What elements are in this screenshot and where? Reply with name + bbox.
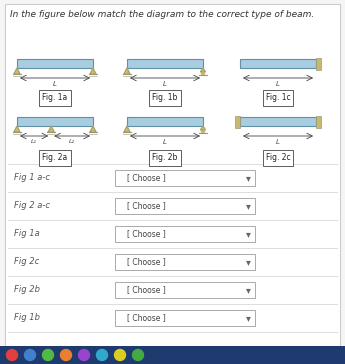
Bar bbox=[240, 59, 316, 68]
Text: ▾: ▾ bbox=[246, 285, 250, 295]
Polygon shape bbox=[48, 126, 54, 132]
Text: [ Choose ]: [ Choose ] bbox=[127, 313, 166, 323]
Bar bbox=[127, 59, 203, 68]
Text: [ Choose ]: [ Choose ] bbox=[127, 229, 166, 238]
Polygon shape bbox=[124, 126, 130, 132]
Text: Fig 1 a-c: Fig 1 a-c bbox=[14, 174, 50, 182]
Circle shape bbox=[201, 72, 205, 75]
Circle shape bbox=[7, 349, 18, 360]
Text: [ Choose ]: [ Choose ] bbox=[127, 257, 166, 266]
Polygon shape bbox=[124, 68, 130, 74]
Text: L₁: L₁ bbox=[31, 139, 37, 144]
Text: L: L bbox=[53, 81, 57, 87]
Text: Fig. 2c: Fig. 2c bbox=[266, 154, 290, 162]
Polygon shape bbox=[90, 126, 96, 132]
Bar bbox=[115, 198, 255, 214]
Text: Fig. 2a: Fig. 2a bbox=[42, 154, 68, 162]
Bar bbox=[127, 117, 203, 126]
Bar bbox=[316, 58, 321, 70]
Polygon shape bbox=[14, 68, 20, 74]
Text: L₂: L₂ bbox=[69, 139, 75, 144]
Circle shape bbox=[132, 349, 144, 360]
Bar bbox=[17, 59, 93, 68]
Text: Fig. 1c: Fig. 1c bbox=[266, 94, 290, 103]
Bar bbox=[115, 282, 255, 298]
Text: ▾: ▾ bbox=[246, 229, 250, 239]
Polygon shape bbox=[14, 126, 20, 132]
Text: ▾: ▾ bbox=[246, 173, 250, 183]
Bar bbox=[115, 310, 255, 326]
Text: [ Choose ]: [ Choose ] bbox=[127, 202, 166, 210]
Text: ▾: ▾ bbox=[246, 257, 250, 267]
Bar bbox=[0, 346, 345, 364]
Circle shape bbox=[60, 349, 71, 360]
Circle shape bbox=[115, 349, 126, 360]
Polygon shape bbox=[90, 68, 96, 74]
Text: Fig. 1a: Fig. 1a bbox=[42, 94, 68, 103]
Circle shape bbox=[79, 349, 89, 360]
Text: ▾: ▾ bbox=[246, 201, 250, 211]
Text: L: L bbox=[163, 139, 167, 145]
Text: Fig 1a: Fig 1a bbox=[14, 229, 40, 238]
Text: L: L bbox=[276, 139, 280, 145]
Text: In the figure below match the diagram to the correct type of beam.: In the figure below match the diagram to… bbox=[10, 10, 314, 19]
Text: Fig. 2b: Fig. 2b bbox=[152, 154, 178, 162]
Circle shape bbox=[42, 349, 53, 360]
Text: Fig 2c: Fig 2c bbox=[14, 257, 39, 266]
Text: L: L bbox=[276, 81, 280, 87]
Bar bbox=[115, 170, 255, 186]
Circle shape bbox=[97, 349, 108, 360]
Circle shape bbox=[201, 130, 205, 133]
Bar bbox=[235, 115, 240, 127]
Text: Fig. 1b: Fig. 1b bbox=[152, 94, 178, 103]
Text: L: L bbox=[163, 81, 167, 87]
Polygon shape bbox=[200, 126, 206, 130]
Text: ▾: ▾ bbox=[246, 313, 250, 323]
Bar bbox=[115, 254, 255, 270]
Polygon shape bbox=[200, 68, 206, 72]
Bar bbox=[115, 226, 255, 242]
Text: [ Choose ]: [ Choose ] bbox=[127, 174, 166, 182]
Text: [ Choose ]: [ Choose ] bbox=[127, 285, 166, 294]
Circle shape bbox=[24, 349, 36, 360]
Text: Fig 1b: Fig 1b bbox=[14, 313, 40, 323]
Bar bbox=[17, 117, 93, 126]
Bar bbox=[316, 115, 321, 127]
Text: Fig 2b: Fig 2b bbox=[14, 285, 40, 294]
Text: Fig 2 a-c: Fig 2 a-c bbox=[14, 202, 50, 210]
Bar bbox=[240, 117, 316, 126]
